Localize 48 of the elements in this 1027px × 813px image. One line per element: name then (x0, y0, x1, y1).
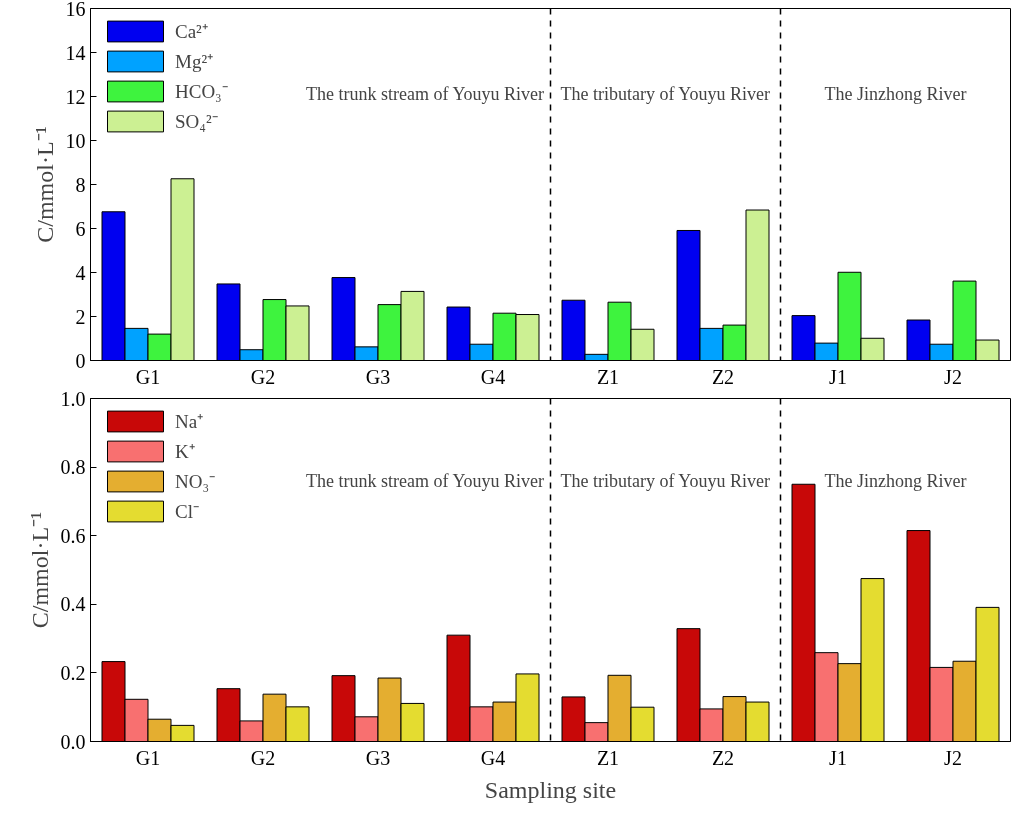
y-tick-label: 1.0 (60, 387, 86, 410)
y-tick-label: 8 (75, 173, 86, 196)
x-tick-label: G3 (365, 746, 391, 769)
legend-label: Ca²⁺ (175, 20, 208, 44)
legend-label: K⁺ (175, 440, 195, 464)
y-tick-label: 14 (65, 41, 86, 64)
x-tick-label: G4 (480, 365, 506, 388)
y-tick-label: 2 (75, 305, 86, 328)
x-tick-label: Z1 (596, 746, 620, 769)
legend-label: SO₄²⁻ (175, 110, 218, 134)
y-tick-label: 4 (75, 261, 86, 284)
y-tick-label: 12 (65, 85, 86, 108)
y-tick-label: 0.2 (60, 661, 86, 684)
legend-label: NO₃⁻ (175, 470, 216, 494)
annotation: The Jinzhong River (824, 83, 967, 104)
legend-label: Cl⁻ (175, 500, 199, 524)
x-axis-title: Sampling site (484, 776, 617, 803)
x-tick-label: G4 (480, 746, 506, 769)
x-tick-label: J1 (829, 365, 847, 388)
annotation: The tributary of Youyu River (560, 83, 770, 104)
legend-label: Na⁺ (175, 410, 204, 434)
annotation: The Jinzhong River (824, 471, 967, 492)
annotation: The trunk stream of Youyu River (306, 83, 545, 104)
x-tick-label: J1 (829, 746, 847, 769)
y-tick-label: 10 (65, 129, 86, 152)
x-tick-label: G1 (135, 365, 161, 388)
legend-label: HCO₃⁻ (175, 80, 228, 104)
x-tick-label: Z2 (711, 365, 735, 388)
y-axis-title: C/mmol·L⁻¹ (31, 126, 58, 243)
y-tick-label: 0.6 (60, 524, 86, 547)
y-tick-label: 6 (75, 217, 86, 240)
x-tick-label: J2 (944, 746, 962, 769)
x-tick-label: J2 (944, 365, 962, 388)
x-tick-label: Z2 (711, 746, 735, 769)
annotation: The tributary of Youyu River (560, 471, 770, 492)
annotation: The trunk stream of Youyu River (306, 471, 545, 492)
y-axis-title: C/mmol·L⁻¹ (26, 511, 53, 629)
y-tick-label: 0 (75, 349, 86, 372)
x-tick-label: G1 (135, 746, 161, 769)
legend-label: Mg²⁺ (175, 50, 214, 74)
x-tick-label: G3 (365, 365, 391, 388)
y-tick-label: 16 (65, 0, 86, 20)
y-tick-label: 0.0 (60, 730, 86, 753)
x-tick-label: G2 (250, 365, 276, 388)
y-tick-label: 0.4 (60, 593, 86, 616)
y-tick-label: 0.8 (60, 456, 86, 479)
x-tick-label: G2 (250, 746, 276, 769)
x-tick-label: Z1 (596, 365, 620, 388)
